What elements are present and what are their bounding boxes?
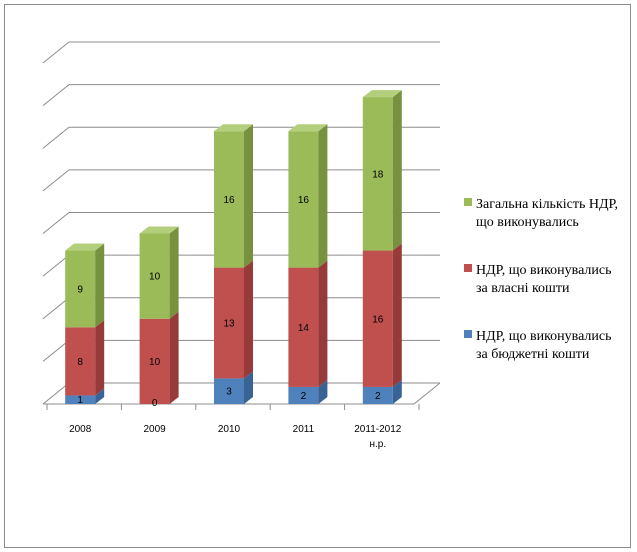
bar-segment-side <box>244 371 253 404</box>
bar-top <box>139 226 179 234</box>
bar-segment-side <box>95 243 105 328</box>
bar-segment-front <box>214 378 244 404</box>
gridline-side <box>42 126 70 149</box>
bar-segment-front <box>65 250 96 328</box>
bar-segment-side <box>318 124 328 268</box>
bar-segment-front <box>288 131 319 268</box>
bar-segment-front <box>288 386 319 404</box>
bar-top <box>214 124 253 132</box>
gridline-side <box>42 84 70 107</box>
bar-segment-front <box>65 327 96 396</box>
data-label: 8 <box>77 357 83 368</box>
bar-segment-front <box>139 233 170 319</box>
x-tick-label: 2011 <box>293 424 315 435</box>
bar-segment-front <box>288 267 319 387</box>
data-label: 2 <box>301 391 307 402</box>
bar-segment-side <box>244 260 253 379</box>
data-label: 16 <box>223 195 235 206</box>
legend-swatch <box>464 198 472 206</box>
chart-frame: 1 8 9 0 10 10 3 13 16 2 14 16 2 16 18 2008 2009 2010 2011… <box>4 4 631 548</box>
data-label: 16 <box>298 195 310 206</box>
bar-segment-front <box>214 131 244 268</box>
bar-segment-front <box>362 97 393 251</box>
x-tick-label: 2009 <box>143 424 166 435</box>
data-label: 18 <box>372 169 384 180</box>
bar-segment-side <box>95 320 105 396</box>
bar-top <box>65 243 105 251</box>
x-tick-label: 2011-2012 <box>354 424 402 435</box>
bar-top <box>288 124 328 132</box>
bar-segment-side <box>392 379 402 404</box>
bar-segment-side <box>95 388 105 404</box>
bar-segment-front <box>362 250 393 387</box>
data-label: 0 <box>152 398 158 409</box>
bar-segment-side <box>318 260 328 387</box>
bar-segment-side <box>318 379 328 404</box>
data-label: 16 <box>372 314 384 325</box>
legend-label: НДР, що виконувались <box>476 263 612 278</box>
x-tick-label: 2008 <box>69 424 92 435</box>
gridline-side <box>42 41 70 64</box>
x-tick-label: н.р. <box>369 439 386 450</box>
bars <box>65 90 402 404</box>
gridline-side <box>42 382 70 405</box>
bar-segment-front <box>65 395 96 404</box>
data-label: 13 <box>223 319 235 330</box>
gridline-side <box>42 169 70 192</box>
bar-segment-side <box>392 90 402 251</box>
gridline-side <box>42 212 70 234</box>
gridline-side <box>42 339 70 362</box>
bar-top <box>362 90 402 98</box>
legend-label: Загальна кількість НДР, <box>476 197 618 212</box>
data-label: 1 <box>77 395 83 406</box>
floor-right-edge <box>413 382 441 405</box>
legend-label: НДР, що виконувались <box>476 329 612 344</box>
legend-label: за бюджетні кошти <box>476 347 590 362</box>
data-label: 14 <box>298 323 310 334</box>
bar-segment-front <box>139 318 170 404</box>
legend-swatch <box>464 330 472 338</box>
gridline-side <box>42 297 70 320</box>
data-label: 3 <box>226 387 232 398</box>
data-label: 2 <box>375 391 381 402</box>
legend-swatch <box>464 264 472 272</box>
bar-segment-side <box>244 124 253 268</box>
bar-segment-front <box>362 386 393 404</box>
bar-segment-side <box>169 226 179 319</box>
legend: Загальна кількість НДР, що виконувались НД… <box>464 197 618 362</box>
gridline-side <box>42 254 70 277</box>
legend-label: за власні кошти <box>476 281 570 296</box>
bar-segment-side <box>392 243 402 387</box>
x-tick-label: 2010 <box>218 424 241 435</box>
data-label: 10 <box>149 357 161 368</box>
bar-segment-front <box>214 267 244 379</box>
legend-label: що виконувались <box>476 215 579 230</box>
x-axis-tick-labels: 2008 2009 2010 2011 2011-2012 н.р. <box>69 424 402 450</box>
data-label: 9 <box>77 284 83 295</box>
data-label: 10 <box>149 272 161 283</box>
bar-segment-side <box>169 311 179 404</box>
